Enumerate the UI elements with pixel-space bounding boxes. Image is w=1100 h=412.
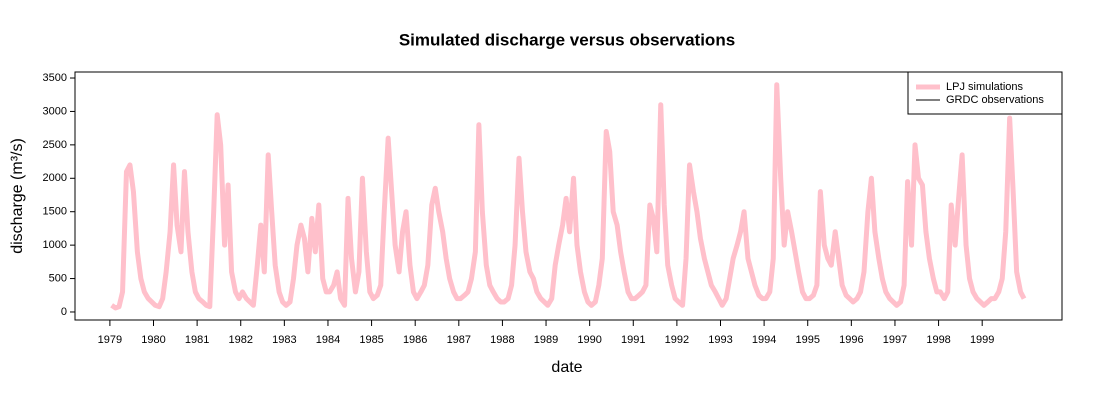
- x-tick-label: 1983: [272, 334, 296, 346]
- y-tick-label: 3000: [43, 105, 67, 117]
- y-tick-label: 0: [61, 306, 67, 318]
- y-tick-label: 1000: [43, 239, 67, 251]
- x-tick-label: 1990: [577, 334, 601, 346]
- chart-title: Simulated discharge versus observations: [399, 30, 735, 49]
- x-tick-label: 1982: [228, 334, 252, 346]
- x-tick-label: 1999: [970, 334, 994, 346]
- x-tick-label: 1985: [359, 334, 383, 346]
- series-line: [110, 82, 1027, 311]
- y-tick-label: 1500: [43, 206, 67, 218]
- x-tick-label: 1993: [708, 334, 732, 346]
- x-tick-label: 1998: [926, 334, 950, 346]
- legend-label: GRDC observations: [946, 94, 1044, 106]
- x-tick-label: 1992: [665, 334, 689, 346]
- x-tick-label: 1997: [883, 334, 907, 346]
- x-tick-label: 1980: [141, 334, 165, 346]
- legend-label: LPJ simulations: [946, 81, 1024, 93]
- y-axis-title: discharge (m³/s): [9, 138, 26, 254]
- y-tick-label: 2000: [43, 172, 67, 184]
- y-tick-label: 500: [49, 272, 67, 284]
- x-tick-label: 1984: [316, 334, 340, 346]
- plot-frame: [74, 71, 1063, 321]
- x-tick-label: 1989: [534, 334, 558, 346]
- x-tick-label: 1994: [752, 334, 776, 346]
- x-tick-label: 1979: [98, 334, 122, 346]
- x-tick-label: 1986: [403, 334, 427, 346]
- legend-box: [907, 71, 1063, 115]
- x-tick-label: 1981: [185, 334, 209, 346]
- x-tick-label: 1995: [795, 334, 819, 346]
- x-tick-label: 1991: [621, 334, 645, 346]
- x-tick-label: 1987: [447, 334, 471, 346]
- x-axis-title: date: [551, 359, 582, 376]
- y-tick-label: 3500: [43, 72, 67, 84]
- y-tick-label: 2500: [43, 139, 67, 151]
- x-tick-label: 1996: [839, 334, 863, 346]
- x-tick-label: 1988: [490, 334, 514, 346]
